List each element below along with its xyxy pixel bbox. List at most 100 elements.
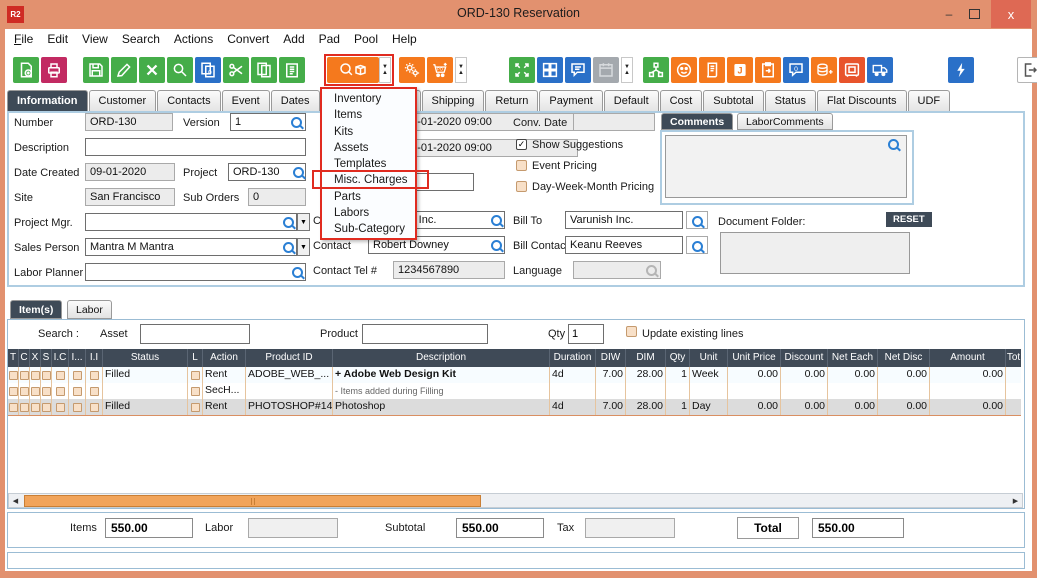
grid-col-header[interactable]: Product ID xyxy=(246,349,333,367)
truck-button[interactable] xyxy=(867,57,893,83)
tab-labor[interactable]: Labor xyxy=(67,300,112,319)
total-button[interactable]: Total xyxy=(737,517,799,539)
row-l-checkbox[interactable] xyxy=(188,367,203,383)
tab-comments[interactable]: Comments xyxy=(661,113,734,130)
row-flag-checkbox[interactable] xyxy=(19,383,30,399)
grid-col-header[interactable]: I.C xyxy=(52,349,69,367)
contact-field[interactable]: Robert Downey xyxy=(368,236,505,254)
copy-special-button[interactable]: 0 xyxy=(195,57,221,83)
duration-field[interactable] xyxy=(414,173,474,191)
search-items-dropdown[interactable]: ▼ ▲ xyxy=(379,57,391,83)
smiley-button[interactable] xyxy=(671,57,697,83)
close-button[interactable]: x xyxy=(991,0,1031,28)
product-input[interactable] xyxy=(362,324,488,344)
tab-event[interactable]: Event xyxy=(221,90,270,111)
project-search-icon[interactable] xyxy=(293,167,304,178)
bill-contact-search-button[interactable] xyxy=(686,236,708,254)
document-folder-box[interactable] xyxy=(720,232,910,274)
menu-item-labors[interactable]: Labors xyxy=(334,207,370,220)
layout-boxes-button[interactable] xyxy=(537,57,563,83)
row-flag-checkbox[interactable] xyxy=(52,367,69,383)
tab-subtotal[interactable]: Subtotal xyxy=(703,90,764,111)
scroll-left-arrow[interactable]: ◀ xyxy=(12,497,19,505)
menu-convert[interactable]: Convert xyxy=(227,31,270,46)
comment-zero-button[interactable]: 0 xyxy=(783,57,809,83)
chat-button[interactable] xyxy=(565,57,591,83)
row-flag-checkbox[interactable] xyxy=(41,399,52,415)
tab-default[interactable]: Default xyxy=(603,90,659,111)
row-flag-checkbox[interactable] xyxy=(52,383,69,399)
row-l-checkbox[interactable] xyxy=(188,399,203,415)
lightning-button[interactable] xyxy=(948,57,974,83)
row-flag-checkbox[interactable] xyxy=(8,383,19,399)
tab-shipping[interactable]: Shipping xyxy=(421,90,485,111)
quote-button[interactable] xyxy=(699,57,725,83)
grid-col-header[interactable]: I... xyxy=(69,349,86,367)
row-flag-checkbox[interactable] xyxy=(69,399,86,415)
row-flag-checkbox[interactable] xyxy=(41,383,52,399)
grid-row-3-selected[interactable]: Filled Rent PHOTOSHOP#14 Photoshop 4d 7.… xyxy=(8,399,1021,416)
row-flag-checkbox[interactable] xyxy=(30,383,41,399)
menu-search[interactable]: Search xyxy=(121,31,160,46)
grid-col-header[interactable]: S xyxy=(41,349,52,367)
add-po-dropdown[interactable]: ▼ ▲ xyxy=(455,57,467,83)
grid-horizontal-scrollbar[interactable]: ◀ ▶ xyxy=(8,493,1023,508)
row-flag-checkbox[interactable] xyxy=(8,367,19,383)
menu-add[interactable]: Add xyxy=(283,31,305,46)
add-purchase-order-button[interactable]: PO xyxy=(427,57,453,83)
reset-button[interactable]: RESET xyxy=(886,212,932,227)
description-field[interactable] xyxy=(85,138,306,156)
labor-planner-field[interactable] xyxy=(85,263,306,281)
sales-person-search-icon[interactable] xyxy=(283,242,294,253)
menu-actions[interactable]: Actions xyxy=(173,31,214,46)
grid-col-header[interactable]: DIW xyxy=(596,349,626,367)
bill-contact-field[interactable]: Keanu Reeves xyxy=(565,236,683,254)
menu-view[interactable]: View xyxy=(82,31,108,46)
menu-item-assets[interactable]: Assets xyxy=(334,141,369,154)
tab-status[interactable]: Status xyxy=(764,90,816,111)
clipboard-sync-button[interactable] xyxy=(755,57,781,83)
new-document-button[interactable] xyxy=(13,57,39,83)
tab-udf[interactable]: UDF xyxy=(907,90,951,111)
menu-help[interactable]: Help xyxy=(392,31,417,46)
cut-button[interactable] xyxy=(223,57,249,83)
grid-col-header[interactable]: Amount xyxy=(930,349,1006,367)
grid-col-header[interactable]: Duration xyxy=(550,349,596,367)
grid-col-header[interactable]: Unit xyxy=(690,349,728,367)
row-flag-checkbox[interactable] xyxy=(30,367,41,383)
menu-item-templates[interactable]: Templates xyxy=(334,158,387,171)
expand-button[interactable] xyxy=(509,57,535,83)
project-mgr-field[interactable] xyxy=(85,213,297,231)
row-flag-checkbox[interactable] xyxy=(41,367,52,383)
row-l-checkbox[interactable] xyxy=(188,383,203,399)
dwm-pricing-checkbox[interactable] xyxy=(516,181,527,192)
row-flag-checkbox[interactable] xyxy=(8,399,19,415)
grid-col-header[interactable]: L xyxy=(188,349,203,367)
project-mgr-combo-arrow[interactable]: ▼ xyxy=(297,213,310,231)
grid-col-header[interactable]: C xyxy=(19,349,30,367)
coins-add-button[interactable] xyxy=(811,57,837,83)
menu-item-misc-charges[interactable]: Misc. Charges xyxy=(334,174,408,187)
grid-col-header[interactable]: Net Disc xyxy=(878,349,930,367)
comments-textarea[interactable] xyxy=(665,135,907,198)
print-button[interactable] xyxy=(41,57,67,83)
bill-to-field[interactable]: Varunish Inc. xyxy=(565,211,683,229)
tab-customer[interactable]: Customer xyxy=(88,90,157,111)
row-flag-checkbox[interactable] xyxy=(19,367,30,383)
tab-contacts[interactable]: Contacts xyxy=(157,90,221,111)
tab-laborcomments[interactable]: LaborComments xyxy=(737,113,833,130)
menu-pad[interactable]: Pad xyxy=(318,31,340,46)
edit-button[interactable] xyxy=(111,57,137,83)
vault-button[interactable] xyxy=(839,57,865,83)
maximize-button[interactable] xyxy=(963,5,985,23)
contact-search-icon[interactable] xyxy=(491,240,502,251)
search-items-button[interactable] xyxy=(327,57,379,83)
tab-items[interactable]: Item(s) xyxy=(10,300,63,319)
exit-button[interactable] xyxy=(1017,57,1037,83)
row-flag-checkbox[interactable] xyxy=(30,399,41,415)
grid-col-header[interactable]: X xyxy=(30,349,41,367)
version-search-icon[interactable] xyxy=(291,117,302,128)
grid-col-header[interactable]: Status xyxy=(103,349,188,367)
qty-input[interactable]: 1 xyxy=(568,324,604,344)
menu-item-inventory[interactable]: Inventory xyxy=(334,93,382,105)
